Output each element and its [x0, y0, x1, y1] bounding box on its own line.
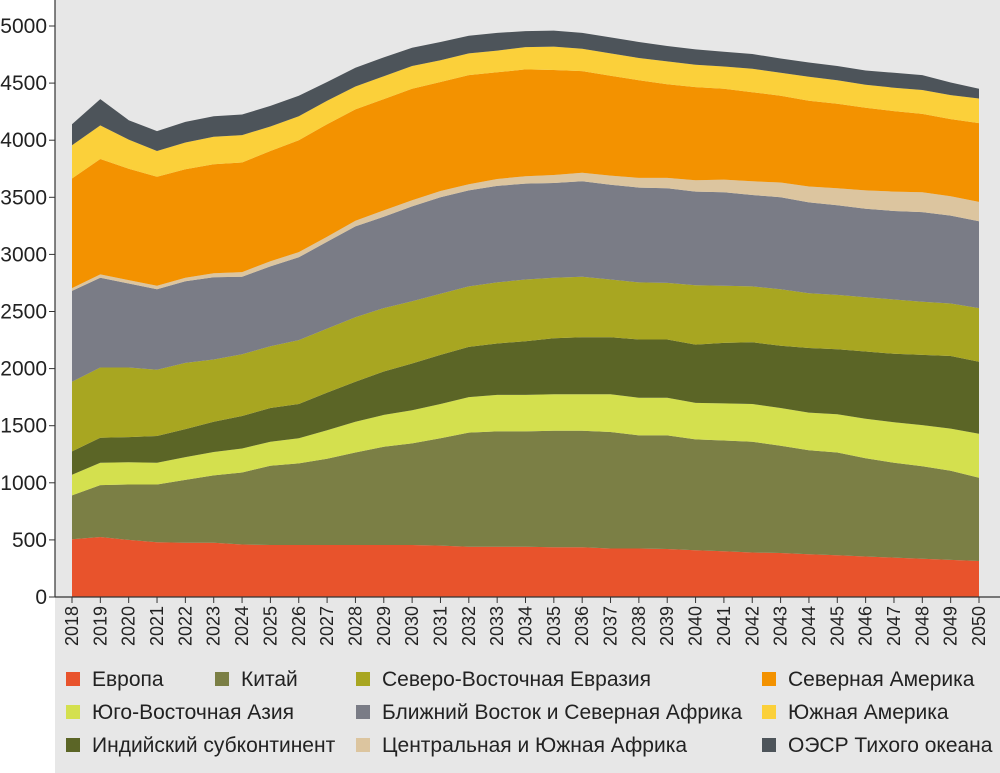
legend-label: Центральная и Южная Африка — [382, 734, 687, 757]
x-tick-label: 2049 — [941, 606, 961, 646]
legend-swatch — [215, 672, 229, 686]
legend-label: ОЭСР Тихого океана — [788, 734, 993, 757]
x-tick-label: 2027 — [317, 606, 337, 646]
legend-item-юго-восточная-азия: Юго-Восточная Азия — [66, 701, 294, 724]
x-tick-label: 2044 — [799, 606, 819, 646]
x-tick-label: 2028 — [345, 606, 365, 646]
y-axis-ticks: 0 500 1000 1500 2000 2500 3000 3500 4000 4500 5000 — [0, 15, 55, 609]
legend-item-северо-восточная-евразия: Северо-Восточная Евразия — [356, 668, 651, 691]
x-tick-label: 2033 — [487, 606, 507, 646]
legend-label: Северная Америка — [788, 668, 975, 691]
x-tick-label: 2050 — [969, 606, 989, 646]
legend-swatch — [356, 738, 370, 752]
legend-label: Северо-Восточная Евразия — [382, 668, 651, 691]
legend-label: Китай — [241, 668, 298, 691]
axes — [54, 0, 1000, 598]
x-tick-label: 2025 — [260, 606, 280, 646]
x-tick-label: 2021 — [147, 606, 167, 646]
x-tick-label: 2020 — [119, 606, 139, 646]
legend-label: Индийский субконтинент — [92, 734, 336, 757]
x-tick-label: 2023 — [204, 606, 224, 646]
legend-item-южная-америка: Южная Америка — [762, 701, 949, 724]
legend-item-индийский-субконтинент: Индийский субконтинент — [66, 734, 336, 757]
y-tick-label: 2000 — [0, 358, 47, 381]
y-tick-label: 2500 — [0, 301, 47, 324]
x-tick-label: 2022 — [175, 606, 195, 646]
legend-item-ближний-восток-и-северная-африка: Ближний Восток и Северная Африка — [356, 701, 742, 724]
area-series-европа — [72, 537, 979, 597]
x-tick-label: 2036 — [572, 606, 592, 646]
legend-label: Ближний Восток и Северная Африка — [382, 701, 742, 724]
area-series-ближний-восток-и-северная-африка — [72, 181, 979, 382]
x-tick-label: 2024 — [232, 606, 252, 646]
x-tick-label: 2019 — [90, 606, 110, 646]
legend-item-китай: Китай — [215, 668, 298, 691]
legend-swatch — [356, 705, 370, 719]
x-tick-label: 2032 — [459, 606, 479, 646]
y-tick-label: 3500 — [0, 186, 47, 209]
x-axis-ticks: 2018 2019 2020 2021 2022 2023 2024 2025 2026 2027… — [62, 597, 989, 646]
legend-item-центральная-и-южная-африка: Центральная и Южная Африка — [356, 734, 687, 757]
legend-swatch — [762, 672, 776, 686]
y-tick-label: 1000 — [0, 472, 47, 495]
legend: Европа Китай Северо-Восточная Евразия Север… — [66, 668, 993, 757]
y-tick-label: 4000 — [0, 129, 47, 152]
legend-label: Юго-Восточная Азия — [92, 701, 294, 724]
area-series-северо-восточная-евразия — [72, 276, 979, 452]
legend-swatch — [762, 705, 776, 719]
area-series-китай — [72, 430, 979, 561]
x-tick-label: 2042 — [742, 606, 762, 646]
legend-label: Европа — [92, 668, 164, 691]
legend-swatch — [356, 672, 370, 686]
x-tick-label: 2034 — [516, 606, 536, 646]
legend-item-оэср-тихого-океана: ОЭСР Тихого океана — [762, 734, 993, 757]
legend-item-северная-америка: Северная Америка — [762, 668, 975, 691]
legend-label: Южная Америка — [788, 701, 949, 724]
legend-swatch — [66, 738, 80, 752]
x-tick-label: 2045 — [827, 606, 847, 646]
area-layers — [72, 30, 979, 597]
legend-swatch — [66, 705, 80, 719]
x-tick-label: 2031 — [430, 606, 450, 646]
x-tick-label: 2039 — [657, 606, 677, 646]
x-tick-label: 2038 — [629, 606, 649, 646]
x-tick-label: 2030 — [402, 606, 422, 646]
y-tick-label: 4500 — [0, 72, 47, 95]
y-tick-label: 5000 — [0, 15, 47, 38]
legend-item-европа: Европа — [66, 668, 164, 691]
y-tick-label: 0 — [35, 586, 47, 609]
y-tick-label: 500 — [12, 529, 47, 552]
area-series-индийский-субконтинент — [72, 337, 979, 475]
x-tick-label: 2035 — [544, 606, 564, 646]
area-series-юго-восточная-азия — [72, 394, 979, 496]
x-tick-label: 2040 — [686, 606, 706, 646]
x-tick-label: 2041 — [714, 606, 734, 646]
area-series-оэср-тихого-океана — [72, 30, 979, 152]
y-tick-label: 3000 — [0, 243, 47, 266]
x-tick-label: 2029 — [374, 606, 394, 646]
x-tick-label: 2043 — [771, 606, 791, 646]
y-tick-label: 1500 — [0, 415, 47, 438]
x-tick-label: 2047 — [884, 606, 904, 646]
x-tick-label: 2018 — [62, 606, 82, 646]
x-tick-label: 2026 — [289, 606, 309, 646]
x-tick-label: 2048 — [912, 606, 932, 646]
x-tick-label: 2046 — [856, 606, 876, 646]
x-tick-label: 2037 — [601, 606, 621, 646]
area-series-южная-америка — [72, 46, 979, 179]
area-series-северная-америка — [72, 69, 979, 289]
legend-swatch — [66, 672, 80, 686]
legend-swatch — [762, 738, 776, 752]
